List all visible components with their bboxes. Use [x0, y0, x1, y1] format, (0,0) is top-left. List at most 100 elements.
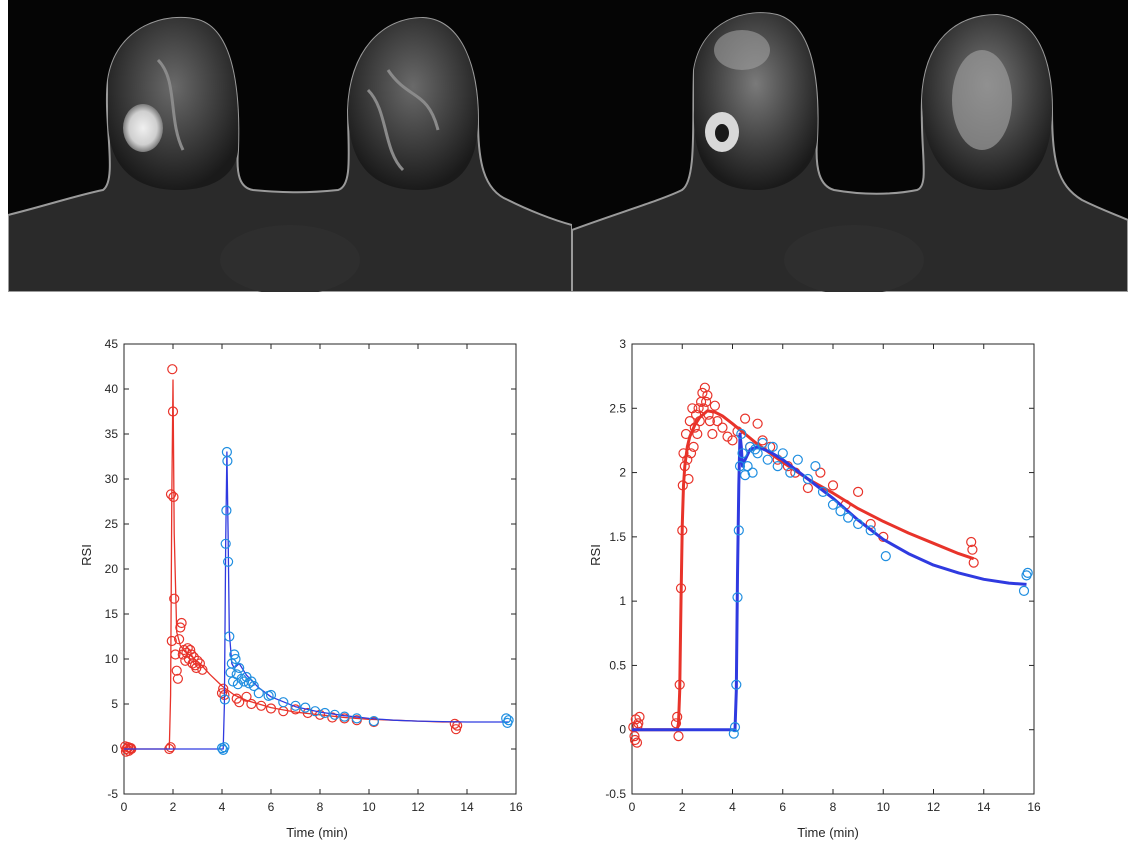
chart-left-blue-point	[368, 716, 379, 727]
chart-left-x-tick-label: 8	[317, 800, 324, 814]
chart-left-y-tick-label: -5	[107, 787, 118, 801]
chart-left-blue-point	[351, 713, 362, 724]
chart-right-blue-point	[1018, 585, 1030, 596]
chart-right-y-tick-label: 2.5	[609, 401, 626, 415]
chart-left-red-point	[168, 491, 179, 503]
chart-right-red-point	[709, 400, 721, 411]
chart-left-blue-point	[219, 694, 230, 705]
chart-left-y-tick-label: 10	[105, 652, 119, 666]
chart-right-blue-point	[747, 467, 758, 478]
chart-right-x-tick-label: 14	[977, 800, 991, 814]
chart-right-red-point	[739, 413, 751, 424]
chart-right-red-point	[631, 737, 643, 748]
chart-right-y-tick-label: 2	[619, 466, 626, 480]
chart-right-x-tick-label: 2	[679, 800, 686, 814]
chart-left-blue-point	[223, 556, 234, 567]
chart-right: Time (min) RSI 0 2 4 6 8 10 12 14 16-0.500.511.5…	[588, 337, 1041, 840]
chart-left-blue-point	[221, 505, 232, 516]
chart-right-red-point	[688, 441, 699, 452]
chart-right-red-point	[697, 387, 708, 399]
chart-right-blue-point	[742, 461, 753, 472]
chart-right-red-point	[670, 718, 682, 729]
chart-right-red-point	[672, 711, 683, 722]
chart-left-x-tick-label: 2	[170, 800, 177, 814]
chart-left-red-point	[452, 720, 463, 731]
chart-left-plot-area	[123, 343, 517, 795]
chart-left-blue-point	[222, 455, 233, 467]
chart-left-x-tick-label: 4	[219, 800, 226, 814]
chart-left-blue-point	[329, 709, 340, 720]
chart-left-blue-point	[230, 653, 241, 665]
chart-left-y-tick-label: 15	[105, 607, 119, 621]
chart-right-blue-point	[736, 428, 747, 440]
chart-right-blue-point	[777, 448, 788, 459]
chart-right-red-point	[699, 382, 711, 393]
chart-right-red-point	[852, 486, 864, 497]
chart-left-y-tick-label: 25	[105, 517, 119, 531]
chart-right-red-point	[674, 679, 685, 690]
chart-left-blue-point	[265, 689, 277, 701]
chart-right-blue-point	[752, 448, 763, 459]
chart-right-y-tick-label: 0.5	[609, 658, 626, 672]
chart-left-red-point	[175, 622, 186, 633]
chart-right-blue-point	[817, 486, 829, 497]
chart-left-red-fit-line	[124, 379, 458, 750]
chart-right-xlabel: Time (min)	[797, 825, 859, 840]
chart-left-y-tick-label: 40	[105, 382, 119, 396]
chart-right-x-tick-label: 10	[877, 800, 891, 814]
chart-left-y-tick-label: 0	[111, 742, 118, 756]
chart-left: Time (min) RSI 0 2 4 6 8 10 12 14 16-50510152025…	[79, 337, 523, 840]
chart-left-blue-point	[300, 702, 311, 713]
chart-right-red-point	[689, 422, 700, 433]
chart-left-red-point	[169, 593, 180, 604]
chart-left-red-point	[170, 649, 181, 660]
chart-right-blue-point	[731, 679, 742, 690]
chart-right-blue-point	[842, 512, 854, 523]
chart-right-red-point	[629, 731, 640, 742]
chart-left-red-point	[192, 655, 203, 666]
chart-left-red-point	[241, 691, 252, 702]
chart-right-red-point	[683, 473, 694, 485]
chart-right-blue-point	[737, 448, 748, 459]
chart-right-red-point	[752, 418, 763, 429]
chart-left-red-point	[167, 364, 178, 375]
chart-left-y-tick-label: 20	[105, 562, 119, 576]
chart-right-blue-point	[852, 518, 864, 530]
chart-right-red-fit-line	[632, 409, 975, 732]
chart-left-red-point	[449, 718, 460, 729]
chart-right-red-point	[677, 480, 688, 491]
mri-breast-slice-right	[572, 0, 1128, 292]
chart-left-red-point	[327, 712, 338, 723]
chart-right-blue-fit-line	[632, 432, 1027, 732]
chart-right-blue-point	[734, 461, 746, 472]
chart-left-blue-point	[243, 678, 254, 689]
chart-right-x-tick-label: 12	[927, 800, 941, 814]
chart-left-red-point	[172, 673, 183, 684]
chart-right-x-tick-label: 16	[1027, 800, 1041, 814]
chart-right-blue-point	[762, 454, 773, 465]
chart-left-blue-point	[501, 713, 512, 724]
chart-left-blue-point	[219, 742, 230, 753]
chart-left-red-point	[125, 743, 136, 754]
chart-right-blue-point	[739, 470, 751, 481]
chart-right-ylabel: RSI	[588, 544, 603, 566]
chart-left-blue-point	[503, 715, 514, 726]
chart-left-red-point	[302, 707, 313, 719]
chart-right-blue-point	[757, 437, 768, 449]
chart-left-blue-point	[232, 679, 243, 690]
chart-right-red-point	[712, 416, 723, 427]
chart-right-red-point	[707, 428, 718, 440]
chart-left-red-point	[194, 658, 205, 669]
chart-right-red-point	[698, 403, 709, 414]
chart-left-blue-point	[234, 662, 245, 674]
chart-right-red-point	[966, 536, 977, 548]
chart-right-blue-point	[767, 441, 778, 452]
chart-right-red-point	[704, 416, 716, 427]
chart-left-red-point	[290, 704, 301, 715]
chart-left-y-tick-label: 5	[111, 697, 118, 711]
chart-left-xlabel: Time (min)	[286, 825, 348, 840]
chart-right-red-point	[727, 435, 738, 446]
chart-right-red-point	[827, 480, 839, 491]
chart-left-red-point	[165, 489, 177, 500]
chart-left-blue-point	[248, 680, 259, 692]
